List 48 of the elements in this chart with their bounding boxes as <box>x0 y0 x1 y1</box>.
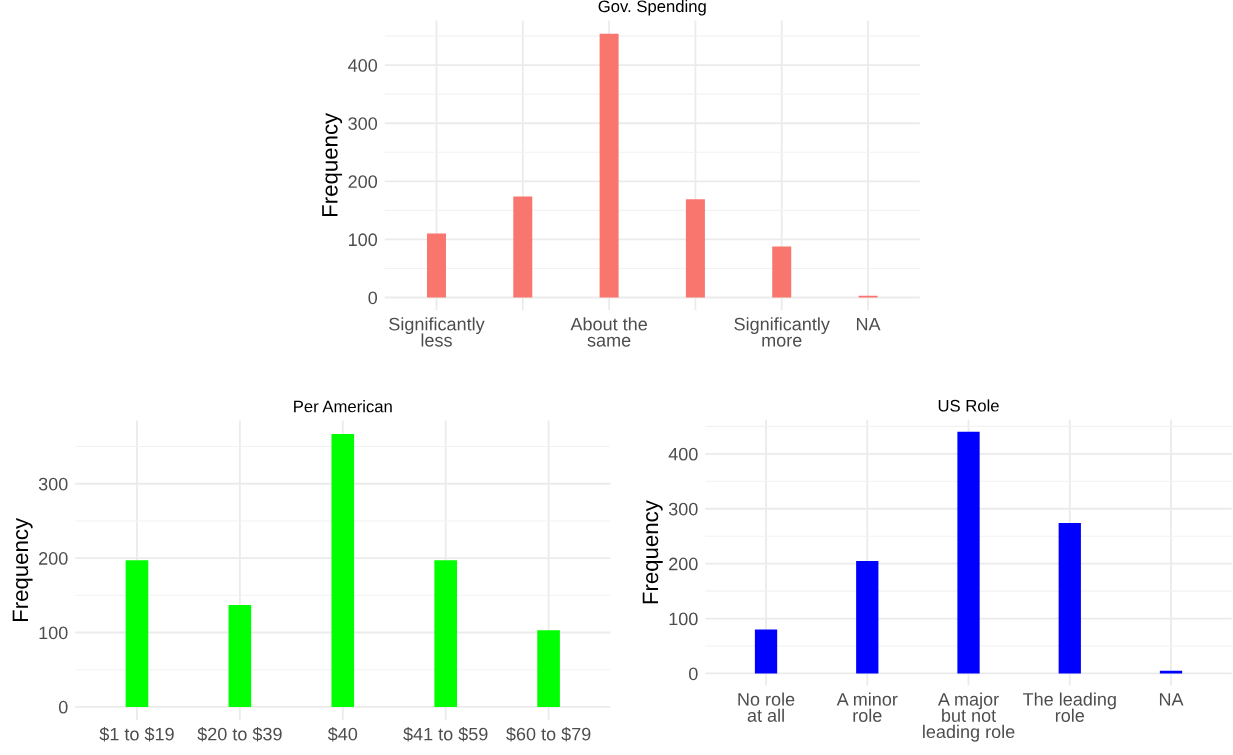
y-tick-label: 400 <box>348 59 378 72</box>
chart-title: US Role <box>938 399 999 412</box>
x-tick-label: The leading role <box>1023 692 1116 722</box>
x-tick-label: A major but not leading role <box>923 692 1015 742</box>
x-tick-label: $41 to $59 <box>403 726 488 742</box>
bar <box>513 196 533 298</box>
y-tick-label: 100 <box>349 233 378 247</box>
bar <box>685 199 705 298</box>
bar <box>331 433 355 707</box>
x-tick-label: $1 to $19 <box>99 726 174 742</box>
bar <box>125 560 149 707</box>
bar <box>426 233 446 298</box>
bar <box>599 33 619 298</box>
y-tick-label: 0 <box>58 700 68 714</box>
y-tick-label: 200 <box>39 552 68 565</box>
y-tick-label: 100 <box>39 626 68 640</box>
y-tick-label: 200 <box>669 557 698 571</box>
x-tick-label: $60 to $79 <box>506 726 591 742</box>
x-tick-label: $20 to $39 <box>197 726 282 742</box>
x-tick-label: A minor role <box>836 692 898 722</box>
x-tick-label: NA <box>1159 693 1184 706</box>
x-tick-label: No role at all <box>738 692 795 722</box>
y-axis-title: Frequency <box>12 517 33 622</box>
bar <box>856 560 879 674</box>
y-axis-title: Frequency <box>642 500 663 604</box>
bar <box>228 604 252 707</box>
x-tick-label: NA <box>856 317 881 331</box>
x-tick-label: $40 <box>327 726 358 742</box>
x-tick-label: About the same <box>570 317 647 347</box>
x-tick-label: Significantly more <box>734 317 830 347</box>
y-tick-label: 300 <box>668 502 698 516</box>
bar <box>1058 523 1081 674</box>
bar <box>957 431 980 674</box>
y-tick-label: 400 <box>668 447 698 461</box>
y-tick-label: 200 <box>348 175 378 189</box>
x-tick-label: Significantly less <box>389 317 485 347</box>
y-tick-label: 300 <box>38 477 68 491</box>
y-tick-label: 100 <box>669 612 698 626</box>
bar <box>434 560 457 707</box>
bar <box>537 630 560 707</box>
y-tick-label: 0 <box>689 667 698 681</box>
y-axis-title: Frequency <box>322 112 343 217</box>
chart-title: Per American <box>294 400 392 413</box>
y-tick-label: 0 <box>368 291 378 305</box>
chart-title: Gov. Spending <box>598 0 706 16</box>
bar <box>772 246 792 298</box>
bar <box>754 629 778 674</box>
y-tick-label: 300 <box>348 117 378 130</box>
